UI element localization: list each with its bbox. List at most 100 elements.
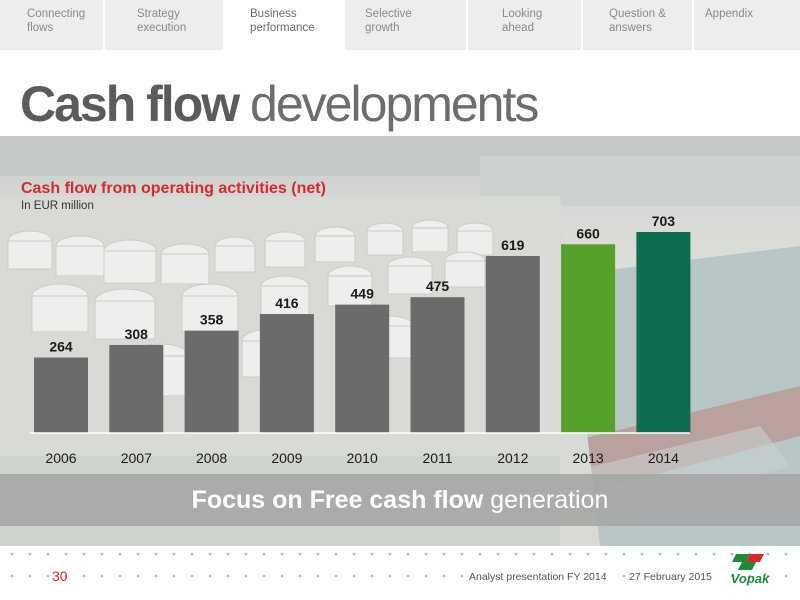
vopak-logo: Vopak (731, 554, 770, 586)
vopak-logo-mark (732, 554, 764, 570)
tab-looking-ahead[interactable]: Looking ahead (468, 0, 583, 50)
footer-dot (748, 574, 752, 578)
footer-dot (370, 574, 374, 578)
tab-label-line1: Looking (502, 8, 543, 20)
banner-light-text: generation (483, 486, 609, 514)
key-message-banner: Focus on Free cash flow generation (0, 474, 800, 526)
footer-dot (172, 552, 176, 556)
x-tick-label-2010: 2010 (347, 450, 378, 466)
data-label-2008: 358 (200, 312, 224, 328)
footer-dot (64, 574, 68, 578)
footer-dot (388, 574, 392, 578)
footer-dot (514, 552, 518, 556)
footer-dot (118, 574, 122, 578)
footer-dot (100, 574, 104, 578)
footer-dot (352, 574, 356, 578)
footer-dot (280, 574, 284, 578)
footer-dot (694, 552, 698, 556)
bar-2006 (34, 357, 88, 433)
footer-dot (478, 552, 482, 556)
tab-label-line1: Business (250, 8, 297, 20)
footer-dot (280, 552, 284, 556)
banner-bold-text: Focus on Free cash flow (191, 486, 484, 514)
page-title-light: developments (250, 76, 539, 132)
footer-dot (424, 552, 428, 556)
footer-dot (550, 552, 554, 556)
tab-label-line1: Appendix (705, 8, 753, 20)
footer-dot (298, 552, 302, 556)
page-number: 30 (52, 568, 68, 584)
data-label-2014: 703 (652, 213, 676, 229)
tab-label-line2: performance (250, 22, 315, 34)
bar-2013 (561, 244, 616, 433)
tab-label-line2: answers (609, 22, 652, 34)
footer-dot (676, 552, 680, 556)
footer-dot (334, 574, 338, 578)
footer-dot (604, 552, 608, 556)
bar-2008 (184, 330, 239, 433)
footer-dot (190, 574, 194, 578)
footer-dot (712, 552, 716, 556)
footer-dot (784, 574, 788, 578)
footer-dot (82, 552, 86, 556)
footer-dot (154, 574, 158, 578)
footer-dot (10, 574, 14, 578)
tab-label-line1: Strategy (137, 8, 180, 20)
tab-strategy-execution[interactable]: Strategy execution (105, 0, 225, 50)
footer-dot (316, 574, 320, 578)
bar-2010 (335, 304, 390, 433)
footer-dot (460, 552, 464, 556)
vopak-logo-text: Vopak (731, 571, 770, 586)
data-label-2012: 619 (501, 237, 525, 253)
tab-connecting-flows[interactable]: Connecting flows (0, 0, 105, 50)
tab-label-line2: execution (137, 22, 187, 34)
x-tick-label-2008: 2008 (196, 450, 227, 466)
data-label-2013: 660 (576, 225, 600, 241)
footer-dot (442, 552, 446, 556)
bar-2009 (259, 314, 314, 433)
footer-dot (424, 574, 428, 578)
footer-dot (388, 552, 392, 556)
x-tick-label-2009: 2009 (271, 450, 302, 466)
footer-dot (496, 552, 500, 556)
footer-dot (244, 552, 248, 556)
footer-dot (82, 574, 86, 578)
chart-title: Cash flow from operating activities (net… (21, 180, 326, 197)
footer-dot (730, 552, 734, 556)
data-label-2009: 416 (275, 295, 299, 311)
footer-dot (352, 552, 356, 556)
footer-dot (334, 552, 338, 556)
footer-dot (46, 552, 50, 556)
footer-presentation-name: Analyst presentation FY 2014 (466, 571, 610, 583)
footer-dot (442, 574, 446, 578)
page-title-bold: Cash flow (20, 76, 240, 132)
footer-dot (406, 552, 410, 556)
tab-selective-growth[interactable]: Selective growth (345, 0, 468, 50)
footer-dot (766, 574, 770, 578)
tab-label-line1: Selective (365, 8, 412, 20)
x-tick-label-2013: 2013 (573, 450, 604, 466)
bar-chart: 264 2006 308 2007 358 2008 416 2009 449 2010 475 20… (30, 213, 691, 466)
footer-dot (64, 552, 68, 556)
bar-2014 (636, 232, 691, 433)
tab-business-performance[interactable]: Business performance (225, 0, 345, 50)
footer-dot (784, 552, 788, 556)
x-tick-label-2012: 2012 (497, 450, 528, 466)
footer-dot (226, 552, 230, 556)
footer-dot (262, 574, 266, 578)
bar-2007 (109, 344, 164, 433)
bar-2012 (485, 256, 540, 433)
tab-label-line2: ahead (502, 22, 534, 34)
footer-dot (172, 574, 176, 578)
tab-label-line2: flows (27, 22, 54, 34)
tab-label-line1: Connecting (27, 8, 86, 20)
footer-dot (28, 552, 32, 556)
tab-question-answers[interactable]: Question & answers (583, 0, 694, 50)
labels-group: 264 2006 308 2007 358 2008 416 2009 449 2010 475 20… (45, 213, 679, 466)
tab-appendix[interactable]: Appendix (694, 0, 800, 50)
footer-dot (154, 552, 158, 556)
footer-dot (568, 552, 572, 556)
x-tick-label-2007: 2007 (121, 450, 152, 466)
footer-dotted-rule-top (10, 552, 788, 556)
footer-dot (460, 574, 464, 578)
